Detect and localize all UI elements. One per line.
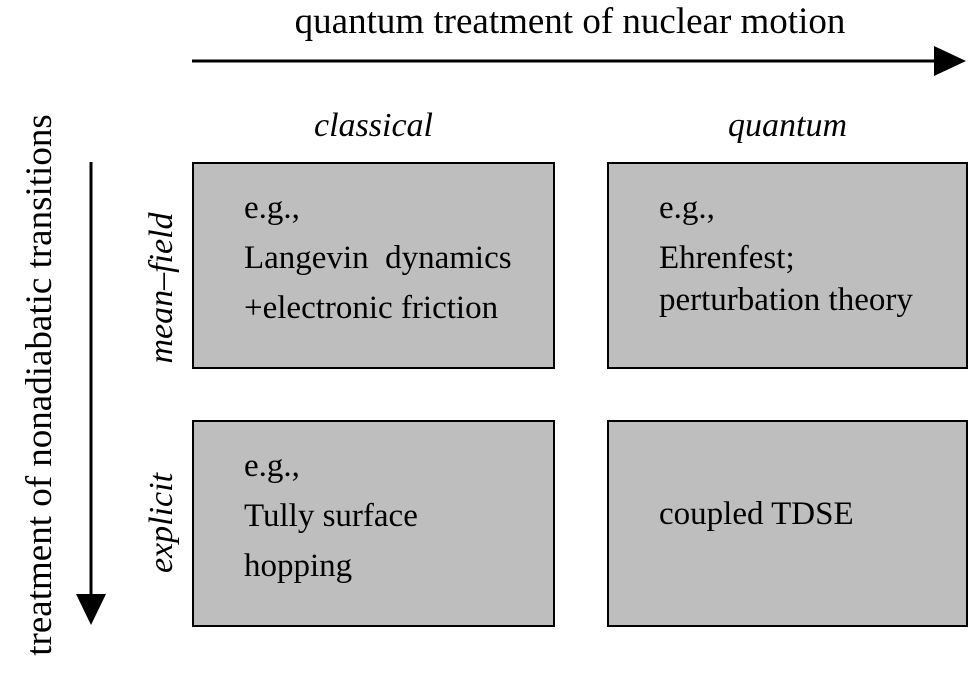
cell-mean-field-quantum: e.g., Ehrenfest; perturbation theory (607, 162, 968, 369)
vertical-arrowhead (76, 594, 106, 625)
cell-explicit-classical: e.g., Tully surface hopping (192, 420, 555, 627)
cell-line: Langevin dynamics (244, 240, 512, 276)
cell-line: hopping (244, 548, 353, 584)
horizontal-arrowhead (934, 46, 966, 76)
cell-line: e.g., (244, 190, 300, 226)
horizontal-axis-label: quantum treatment of nuclear motion (294, 1, 846, 42)
cell-line: Tully surface (244, 498, 418, 534)
vertical-axis-label-text: treatment of nonadiabatic transitions (19, 114, 60, 656)
cell-line: +electronic friction (244, 290, 499, 326)
column-header-classical: classical (314, 107, 433, 144)
column-header-quantum: quantum (728, 107, 847, 144)
cell-line: coupled TDSE (659, 496, 854, 532)
cell-explicit-quantum: coupled TDSE (607, 420, 968, 627)
cell-mean-field-classical: e.g., Langevin dynamics +electronic fric… (192, 162, 555, 369)
cell-line: Ehrenfest; (659, 240, 795, 276)
cell-line: perturbation theory (659, 282, 913, 318)
cell-line: e.g., (659, 190, 715, 226)
row-header-explicit-text: explicit (143, 472, 180, 574)
cell-line: e.g., (244, 448, 300, 484)
row-header-mean-field-text: mean–field (143, 212, 180, 364)
